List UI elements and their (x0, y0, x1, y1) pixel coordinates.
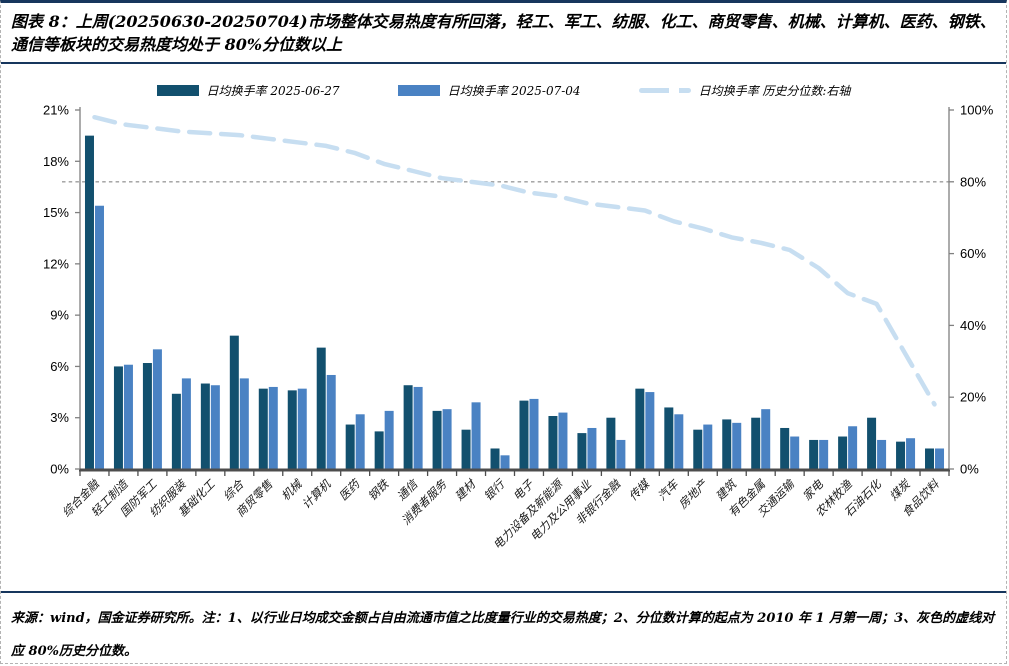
y-axis-left-label: 9% (50, 308, 69, 323)
bar-2025-06-27 (664, 407, 674, 469)
y-axis-left-label: 3% (50, 410, 69, 425)
bar-2025-06-27 (200, 383, 210, 469)
bar-2025-06-27 (577, 433, 587, 469)
bar-2025-07-04 (355, 414, 365, 469)
bar-2025-06-27 (229, 335, 239, 469)
y-axis-left-label: 18% (43, 154, 69, 169)
y-axis-left-label: 21% (43, 103, 69, 118)
y-axis-left-label: 15% (43, 205, 69, 220)
bar-2025-06-27 (606, 417, 616, 469)
bar-2025-07-04 (413, 386, 423, 469)
bar-2025-06-27 (113, 366, 123, 469)
bar-2025-07-04 (848, 426, 858, 469)
legend-label: 日均换手率 历史分位数:右轴 (698, 84, 851, 98)
bar-2025-06-27 (780, 427, 790, 469)
bar-2025-07-04 (616, 439, 626, 469)
bar-2025-07-04 (442, 409, 452, 469)
chart-legend: 日均换手率 2025-06-27 日均换手率 2025-07-04 日均换手率 … (1, 82, 1006, 99)
bar-2025-07-04 (210, 385, 220, 469)
bar-2025-07-04 (471, 402, 481, 469)
bar-2025-07-04 (732, 422, 742, 469)
bar-2025-06-27 (896, 441, 906, 469)
y-axis-right-label: 40% (960, 318, 986, 333)
bar-2025-06-27 (867, 417, 877, 469)
bar-2025-07-04 (877, 439, 887, 469)
percentile-line (92, 114, 937, 407)
category-label: 银行 (481, 476, 508, 503)
bar-2025-06-27 (258, 388, 268, 469)
bar-2025-06-27 (84, 135, 94, 469)
legend-label: 日均换手率 2025-07-04 (447, 84, 581, 98)
source-note: 来源：wind，国金证券研究所。注：1、以行业日均成交金额占自由流通市值之比度量… (1, 591, 1006, 663)
legend-swatch-dashed-line-icon (638, 88, 691, 93)
bar-line-chart: 0%3%6%9%12%15%18%21%0%20%40%60%80%100%综合… (43, 103, 994, 552)
bar-2025-07-04 (790, 436, 800, 469)
y-axis-left-label: 0% (50, 462, 69, 477)
legend-swatch-blue-bar-icon (397, 85, 440, 96)
bar-2025-07-04 (326, 374, 336, 469)
category-label: 房地产 (676, 476, 711, 511)
legend-item-2025-06-27: 日均换手率 2025-06-27 (156, 82, 340, 99)
bar-2025-06-27 (490, 448, 500, 469)
category-label: 传媒 (626, 476, 653, 503)
category-label: 钢铁 (365, 476, 392, 503)
y-axis-right-label: 0% (960, 462, 979, 477)
y-axis-left-label: 6% (50, 359, 69, 374)
bar-2025-06-27 (461, 429, 471, 469)
bar-2025-06-27 (345, 424, 355, 469)
bar-2025-07-04 (558, 412, 568, 469)
category-label: 计算机 (299, 477, 334, 512)
bar-2025-06-27 (548, 416, 558, 469)
bar-2025-06-27 (403, 385, 413, 469)
legend-item-percentile: 日均换手率 历史分位数:右轴 (638, 82, 851, 99)
bar-2025-07-04 (645, 392, 655, 469)
bar-2025-06-27 (432, 410, 442, 469)
bar-2025-07-04 (123, 364, 133, 469)
category-label: 建材 (452, 476, 479, 503)
legend-label: 日均换手率 2025-06-27 (206, 84, 340, 98)
bar-2025-06-27 (287, 390, 297, 469)
bar-2025-07-04 (935, 448, 945, 469)
bar-2025-06-27 (838, 436, 848, 469)
y-axis-right-label: 80% (960, 174, 986, 189)
bar-2025-07-04 (384, 410, 394, 469)
bar-2025-06-27 (693, 429, 703, 469)
y-axis-right-label: 20% (960, 390, 986, 405)
bar-2025-07-04 (500, 455, 510, 469)
bar-2025-06-27 (751, 417, 761, 469)
bar-2025-07-04 (297, 388, 307, 469)
bar-2025-06-27 (635, 388, 645, 469)
bar-2025-06-27 (722, 419, 732, 469)
bar-2025-07-04 (268, 386, 278, 469)
category-label: 医药 (336, 475, 364, 503)
y-axis-right-label: 60% (960, 246, 986, 261)
legend-item-2025-07-04: 日均换手率 2025-07-04 (397, 82, 581, 99)
bar-2025-06-27 (925, 448, 935, 469)
bar-2025-07-04 (529, 398, 539, 469)
bar-2025-07-04 (703, 424, 713, 469)
bar-2025-07-04 (181, 378, 191, 469)
bar-2025-07-04 (94, 205, 104, 469)
bar-2025-07-04 (674, 414, 684, 469)
bar-2025-06-27 (171, 393, 181, 469)
bar-2025-06-27 (316, 347, 326, 469)
bar-2025-06-27 (142, 363, 152, 469)
bar-2025-07-04 (906, 438, 916, 469)
bar-2025-07-04 (152, 349, 162, 469)
bar-2025-07-04 (587, 427, 597, 469)
bar-2025-07-04 (761, 409, 771, 469)
y-axis-left-label: 12% (43, 256, 69, 271)
bar-2025-06-27 (809, 439, 819, 469)
bar-2025-06-27 (519, 400, 529, 469)
bar-2025-07-04 (819, 439, 829, 469)
bar-2025-06-27 (374, 431, 384, 469)
bar-2025-07-04 (239, 378, 249, 469)
legend-swatch-dark-bar-icon (156, 85, 199, 96)
y-axis-right-label: 100% (960, 103, 994, 118)
figure-title: 图表 8：上周(20250630-20250704)市场整体交易热度有所回落，轻… (1, 3, 1006, 65)
